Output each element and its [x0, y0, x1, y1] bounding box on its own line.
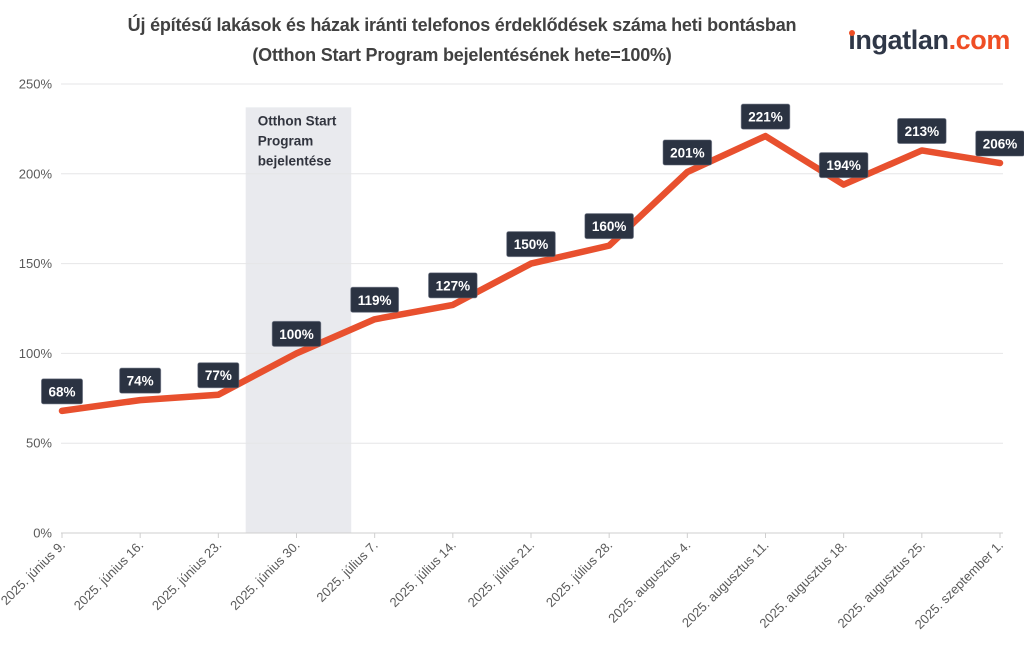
chart-subtitle: (Otthon Start Program bejelentésének het… [252, 45, 672, 65]
data-label-text: 160% [592, 219, 627, 234]
data-label-text: 77% [205, 368, 232, 383]
data-label-box [897, 117, 947, 144]
x-axis-label: 2025. augusztus 11. [679, 538, 772, 631]
x-axis-label: 2025. július 14. [387, 538, 459, 610]
logo-brand-text: ıngatlan [848, 25, 949, 55]
data-label-box [975, 130, 1024, 157]
y-axis-label: 200% [19, 166, 53, 181]
chart-header: Új építésű lakások és házak iránti telef… [80, 10, 844, 70]
y-axis-label: 100% [19, 346, 53, 361]
x-axis-label: 2025. augusztus 18. [756, 538, 849, 631]
band-annotation-line: Program [258, 133, 314, 148]
data-label-text: 127% [436, 278, 471, 293]
data-label-box [584, 213, 634, 240]
x-axis-label: 2025. június 9. [0, 538, 68, 608]
y-axis-label: 250% [19, 77, 53, 92]
data-label-box [271, 320, 322, 347]
data-label-text: 221% [748, 110, 783, 125]
data-label-box [662, 139, 713, 166]
data-label-text: 68% [48, 384, 75, 399]
chart-title: Új építésű lakások és házak iránti telef… [127, 15, 797, 35]
data-label-text: 150% [514, 237, 549, 252]
data-label-box [119, 367, 162, 394]
data-label-box [740, 103, 791, 130]
x-axis-label: 2025. szeptember 1. [912, 538, 1006, 632]
x-axis-label: 2025. augusztus 25. [835, 538, 928, 631]
data-label-box [428, 272, 478, 299]
data-label-box [197, 362, 240, 389]
data-label-text: 74% [127, 374, 154, 389]
x-axis-label: 2025. július 21. [465, 538, 537, 610]
x-axis-label: 2025. július 28. [543, 538, 615, 610]
band-annotation-line: Otthon Start [258, 113, 337, 128]
data-label-text: 201% [670, 146, 705, 161]
x-axis-label: 2025. június 30. [227, 538, 303, 614]
data-label-text: 100% [279, 327, 314, 342]
data-label-text: 119% [358, 293, 392, 308]
trend-line [58, 132, 1004, 415]
data-label-text: 206% [983, 137, 1018, 152]
data-label-text: 213% [905, 124, 940, 139]
ingatlan-logo: ıngatlan.com [848, 27, 1010, 54]
x-axis-label: 2025. július 7. [313, 538, 380, 605]
x-axis-label: 2025. június 23. [149, 538, 225, 614]
data-label-box [40, 378, 84, 405]
highlight-band [245, 107, 352, 534]
data-label-box [506, 231, 556, 258]
data-label-box [818, 152, 869, 179]
y-axis-label: 0% [33, 526, 52, 541]
x-axis-label: 2025. június 16. [71, 538, 147, 614]
band-annotation-line: bejelentése [258, 153, 332, 168]
logo-i-dot-icon [849, 30, 856, 36]
data-label-box [350, 286, 400, 313]
logo-tld-text: .com [948, 25, 1011, 55]
y-axis-label: 50% [26, 436, 52, 451]
x-axis-label: 2025. augusztus 4. [605, 538, 693, 626]
data-label-text: 194% [826, 158, 861, 173]
y-axis-label: 150% [19, 256, 53, 271]
